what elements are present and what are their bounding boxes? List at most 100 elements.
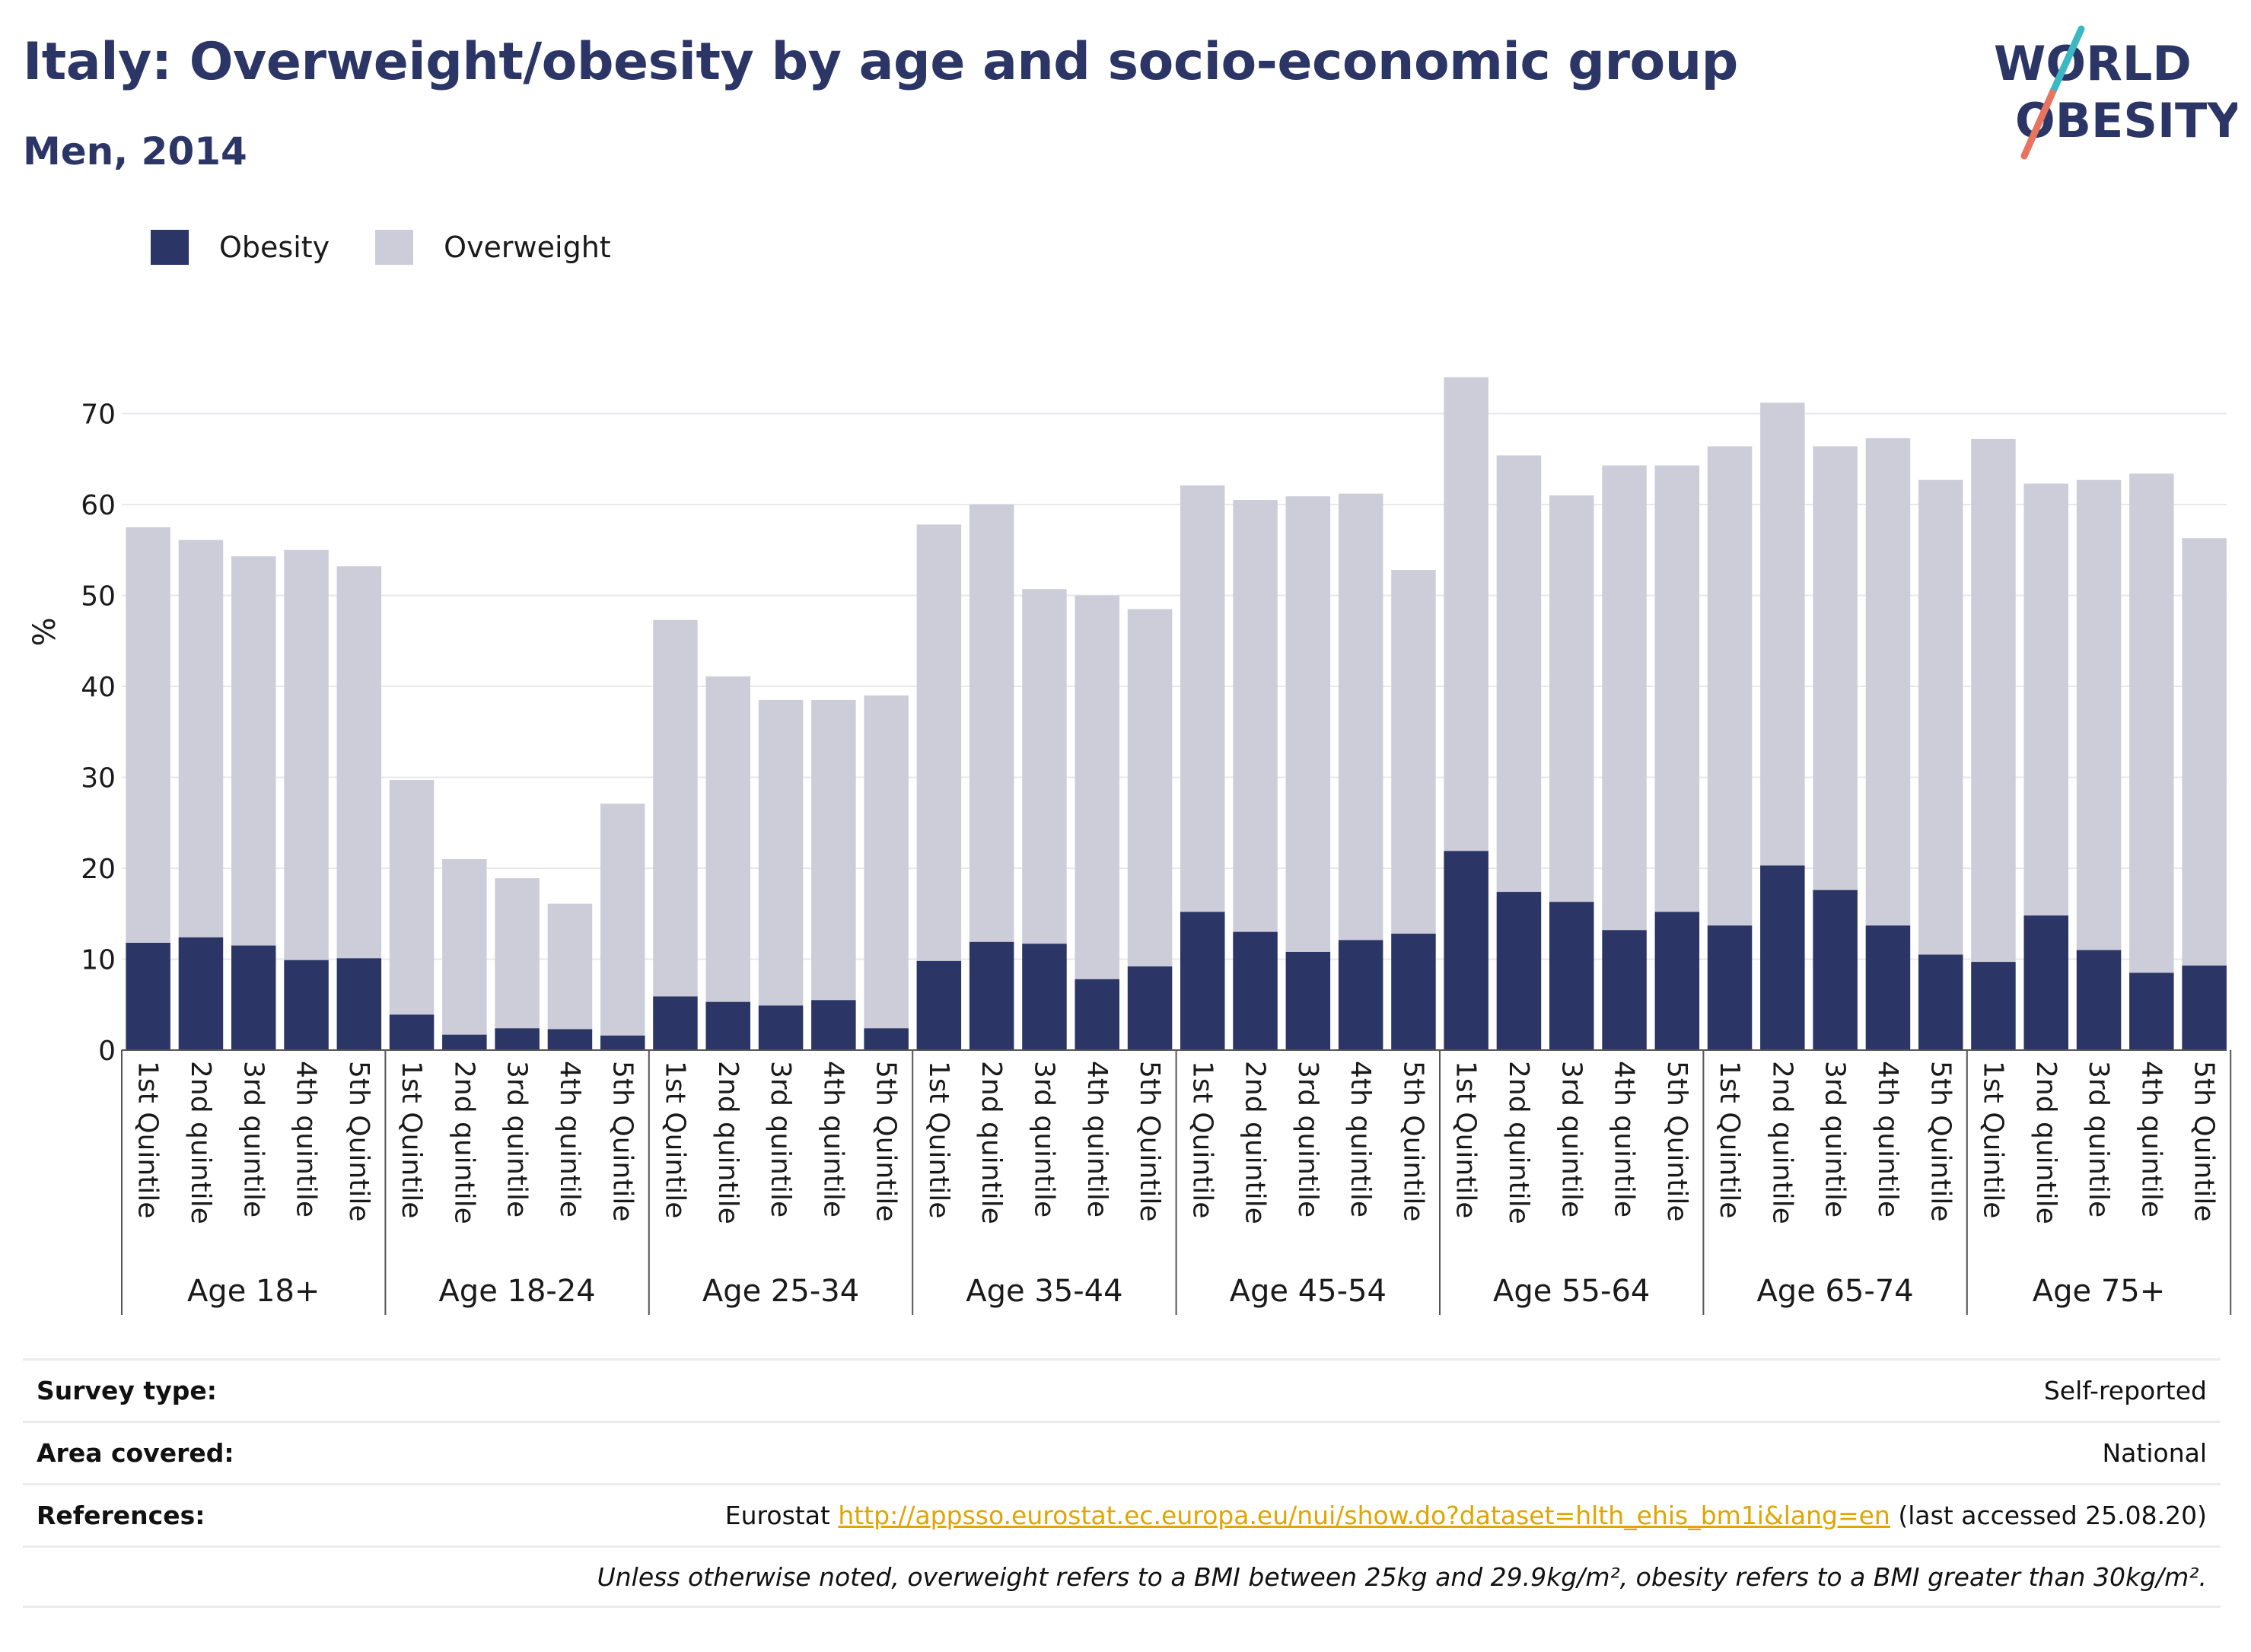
overweight-bar xyxy=(1233,500,1278,932)
area-covered-value: National xyxy=(2102,1438,2207,1468)
references-label: References: xyxy=(37,1501,205,1530)
x-group-label: Age 45-54 xyxy=(1230,1274,1387,1309)
obesity-bar xyxy=(2076,950,2122,1050)
overweight-bar xyxy=(1707,446,1753,926)
world-obesity-logo: WORLD OBESITY xyxy=(1994,25,2237,160)
area-covered-label: Area covered: xyxy=(37,1438,234,1468)
x-category-label: 2nd quintile xyxy=(712,1061,743,1224)
bmi-note: Unless otherwise noted, overweight refer… xyxy=(597,1561,2207,1592)
y-tick-label: 70 xyxy=(81,399,116,431)
obesity-bar xyxy=(1285,951,1331,1050)
logo-slash-teal xyxy=(2049,25,2085,97)
x-category-label: 5th Quintile xyxy=(1134,1061,1165,1222)
x-category-label: 5th Quintile xyxy=(871,1061,902,1222)
overweight-bar xyxy=(231,556,276,946)
x-category-label: 4th quintile xyxy=(1872,1061,1903,1218)
x-category-label: 5th Quintile xyxy=(1925,1061,1956,1222)
obesity-bar xyxy=(916,960,962,1050)
obesity-bar xyxy=(231,945,276,1050)
stacked-bar-chart: 0 10 20 30 40 50 60 70% 1st Quintile 2nd quintile… xyxy=(27,377,2232,1315)
y-axis-label: % xyxy=(27,617,62,646)
overweight-bar xyxy=(2129,473,2174,973)
obesity-bar xyxy=(284,960,329,1050)
x-category-label: 2nd quintile xyxy=(448,1061,479,1224)
obesity-bar xyxy=(442,1034,487,1050)
overweight-bar xyxy=(284,549,329,960)
overweight-bar xyxy=(600,804,645,1036)
overweight-bar xyxy=(1654,465,1700,912)
references-suffix: (last accessed 25.08.20) xyxy=(1890,1501,2207,1530)
x-category-label: 4th quintile xyxy=(1081,1061,1113,1218)
overweight-bar xyxy=(1285,496,1331,952)
x-category-label: 3rd quintile xyxy=(237,1061,269,1218)
overweight-bar xyxy=(2076,479,2122,950)
overweight-bar xyxy=(864,695,909,1029)
overweight-bar xyxy=(495,878,540,1029)
overweight-bar xyxy=(758,699,804,1006)
obesity-bar xyxy=(1865,925,1911,1050)
logo-line2: OBESITY xyxy=(2015,93,2237,148)
obesity-bar xyxy=(1391,934,1436,1050)
y-tick-label: 0 xyxy=(98,1036,116,1067)
x-category-label: 3rd quintile xyxy=(765,1061,796,1218)
x-group-label: Age 75+ xyxy=(2033,1274,2166,1309)
x-category-label: 2nd quintile xyxy=(976,1061,1007,1224)
survey-type-row: Survey type: Self-reported xyxy=(23,1358,2221,1421)
x-category-label: 1st Quintile xyxy=(132,1061,164,1218)
obesity-bar xyxy=(547,1029,593,1050)
obesity-bar xyxy=(1707,925,1753,1050)
y-tick-label: 30 xyxy=(81,763,116,794)
obesity-bar xyxy=(1127,966,1173,1050)
obesity-bar xyxy=(1918,954,1963,1050)
x-category-label: 5th Quintile xyxy=(607,1061,638,1222)
overweight-bar xyxy=(1022,589,1067,944)
obesity-bar xyxy=(2129,972,2174,1050)
obesity-bar xyxy=(600,1035,645,1050)
x-category-label: 5th Quintile xyxy=(2189,1061,2220,1222)
chart-title: Italy: Overweight/obesity by age and soc… xyxy=(23,32,1738,92)
metadata-table: Survey type: Self-reported Area covered:… xyxy=(23,1358,2221,1608)
obesity-bar xyxy=(178,937,224,1050)
overweight-bar xyxy=(1075,595,1119,979)
area-covered-row: Area covered: National xyxy=(23,1421,2221,1483)
legend-item-overweight[interactable]: Overweight xyxy=(375,230,611,265)
references-prefix: Eurostat xyxy=(724,1501,839,1530)
obesity-bar xyxy=(1075,979,1119,1050)
x-category-label: 1st Quintile xyxy=(1714,1061,1745,1218)
legend-item-obesity[interactable]: Obesity xyxy=(151,230,330,265)
chart-legend: Obesity Overweight xyxy=(151,224,657,270)
obesity-bar xyxy=(1813,890,1858,1050)
obesity-bar xyxy=(1654,912,1700,1050)
overweight-bar xyxy=(1918,479,1963,955)
y-tick-label: 60 xyxy=(81,490,116,521)
overweight-bar xyxy=(1180,485,1225,912)
overweight-bar xyxy=(1971,438,2016,963)
x-category-label: 4th quintile xyxy=(554,1061,585,1218)
overweight-bar xyxy=(2023,483,2068,916)
overweight-bar xyxy=(547,903,593,1030)
x-group-label: Age 25-34 xyxy=(702,1274,859,1309)
y-tick-label: 50 xyxy=(81,581,116,613)
obesity-bar xyxy=(758,1005,804,1050)
obesity-bar xyxy=(2023,915,2068,1050)
overweight-bar xyxy=(178,540,224,937)
x-category-label: 2nd quintile xyxy=(1503,1061,1534,1224)
x-category-label: 1st Quintile xyxy=(1977,1061,2008,1218)
overweight-bar xyxy=(1391,570,1436,934)
x-category-label: 2nd quintile xyxy=(2030,1061,2062,1224)
overweight-bar xyxy=(389,780,435,1015)
references-link[interactable]: http://appsso.eurostat.ec.europa.eu/nui/… xyxy=(838,1501,1890,1530)
x-category-label: 3rd quintile xyxy=(2083,1061,2114,1218)
logo-line1: WORLD xyxy=(1994,36,2192,91)
x-category-label: 1st Quintile xyxy=(396,1061,427,1218)
obesity-bar xyxy=(1760,865,1805,1050)
obesity-bar xyxy=(1233,931,1278,1050)
obesity-bar xyxy=(1549,902,1594,1050)
overweight-bar xyxy=(811,699,856,1001)
overweight-bar xyxy=(2182,538,2227,966)
x-category-label: 4th quintile xyxy=(2135,1061,2167,1218)
survey-type-label: Survey type: xyxy=(37,1376,217,1405)
overweight-bar xyxy=(969,505,1014,942)
overweight-bar xyxy=(1813,446,1858,890)
overweight-bar xyxy=(1602,465,1647,931)
